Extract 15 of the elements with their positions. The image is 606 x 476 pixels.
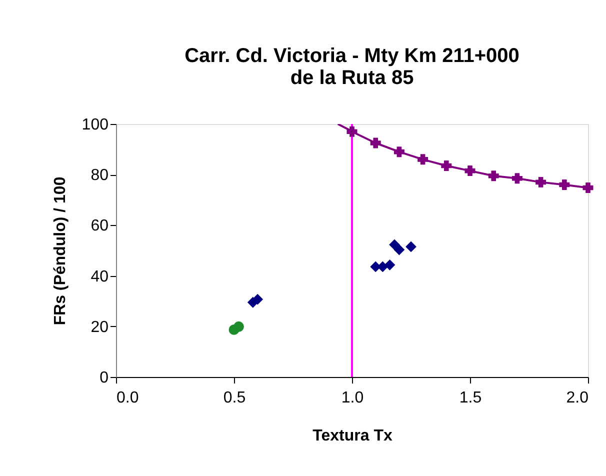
text: Carr. Cd. Victoria - Mty Km 211+000	[184, 45, 520, 67]
y-tick-label: 80	[90, 167, 109, 184]
x-tick-label: 1.0	[341, 390, 364, 406]
x-tick-label: 0.0	[116, 390, 139, 406]
x-tick-label: 2.0	[566, 390, 589, 406]
y-tick-label: 20	[90, 318, 109, 336]
x-tick-label: 0.5	[223, 390, 246, 406]
text: de la Ruta 85	[290, 67, 414, 89]
y-tick-label: 100	[82, 116, 109, 134]
y-axis-title: FRs (Péndulo) / 100	[52, 176, 69, 326]
y-tick-label: 40	[90, 268, 109, 286]
y-tick-label: 60	[90, 218, 109, 235]
y-tick-label: 0	[100, 370, 109, 386]
x-tick-label: 1.5	[459, 390, 482, 406]
x-axis-title: Textura Tx	[312, 428, 392, 444]
